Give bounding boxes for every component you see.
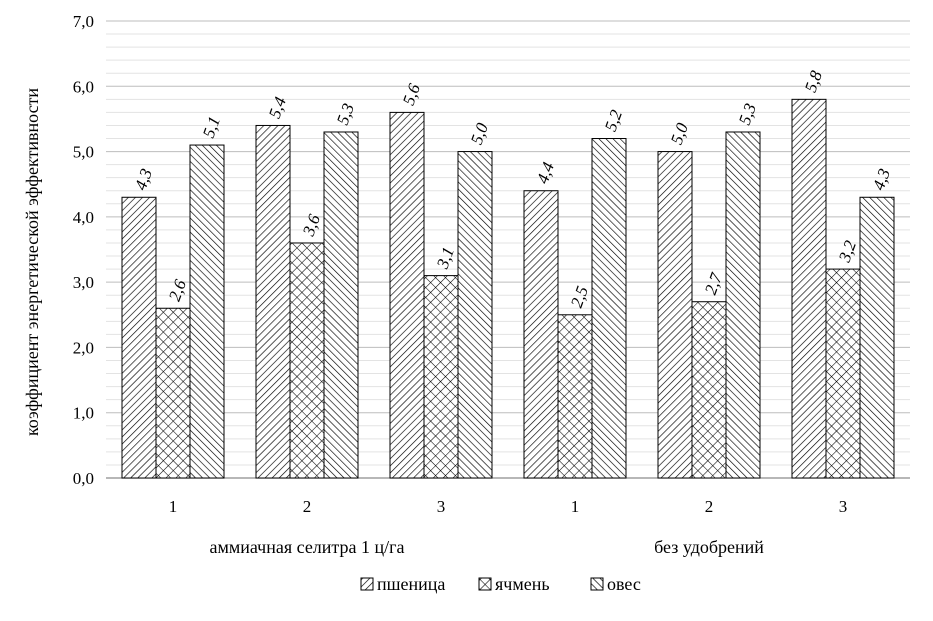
data-label: 5,6: [399, 81, 424, 108]
data-label: 5,1: [199, 114, 224, 140]
bar-crosshatch: [825, 268, 861, 479]
legend-label: ячмень: [495, 574, 550, 594]
legend: пшеница ячмень овес: [360, 574, 641, 594]
bar-crosshatch: [557, 314, 593, 479]
bar-diag-wide: [591, 138, 627, 479]
bar-crosshatch: [423, 275, 459, 479]
data-label: 4,3: [131, 166, 156, 192]
group-label: аммиачная селитра 1 ц/га: [209, 537, 404, 557]
bar-diag-wide: [725, 131, 761, 479]
bar-diag-wide: [859, 196, 895, 479]
data-label: 5,8: [801, 68, 826, 95]
data-label: 5,3: [735, 101, 760, 127]
legend-swatch-crosshatch: [478, 577, 492, 591]
axes: 0,0 1,0 2,0 3,0 4,0 5,0 6,0 7,0 1 2 3 1 2 3 аммиачная …: [73, 12, 910, 557]
data-label: 2,7: [701, 269, 727, 297]
data-label: 5,4: [265, 94, 290, 121]
data-label: 5,0: [667, 120, 692, 147]
y-tick-label: 2,0: [73, 338, 94, 357]
y-tick-label: 5,0: [73, 143, 94, 162]
bar-diag-dense: [121, 196, 157, 479]
bar-diag-wide: [189, 144, 225, 479]
data-label: 2,5: [567, 284, 592, 310]
data-label: 5,3: [333, 101, 358, 127]
data-label: 4,3: [869, 166, 894, 192]
bars: [121, 98, 895, 479]
data-label: 3,1: [433, 245, 458, 272]
bar-crosshatch: [155, 307, 191, 479]
x-tick-label: 2: [705, 497, 714, 516]
x-tick-label: 1: [169, 497, 178, 516]
y-tick-label: 6,0: [73, 77, 94, 96]
y-tick-label: 7,0: [73, 12, 94, 31]
bar-diag-dense: [791, 98, 827, 479]
y-axis-title: коэффициент энергетической эффективности: [22, 88, 42, 436]
x-tick-label: 3: [839, 497, 848, 516]
bar-crosshatch: [691, 301, 727, 479]
x-tick-label: 2: [303, 497, 312, 516]
legend-label: овес: [607, 574, 641, 594]
legend-swatch-diag-dense: [360, 577, 374, 591]
data-label: 2,6: [165, 277, 190, 304]
data-label: 4,4: [533, 159, 558, 186]
data-label: 3,2: [835, 238, 861, 266]
data-label: 5,2: [601, 107, 626, 134]
data-label: 5,0: [467, 120, 492, 147]
x-tick-label: 1: [571, 497, 580, 516]
x-tick-label: 3: [437, 497, 446, 516]
group-label: без удобрений: [654, 537, 764, 557]
bar-diag-wide: [457, 151, 493, 479]
bar-crosshatch: [289, 242, 325, 479]
bar-diag-dense: [255, 124, 291, 479]
legend-swatch-diag-wide: [590, 577, 604, 591]
bar-diag-dense: [389, 111, 425, 479]
gridlines: [106, 20, 910, 466]
y-tick-label: 4,0: [73, 208, 94, 227]
bar-diag-dense: [523, 190, 559, 479]
bar-diag-dense: [657, 151, 693, 479]
y-tick-label: 3,0: [73, 273, 94, 292]
y-tick-label: 1,0: [73, 404, 94, 423]
bar-diag-wide: [323, 131, 359, 479]
data-label: 3,6: [299, 211, 325, 239]
legend-label: пшеница: [377, 574, 445, 594]
y-tick-label: 0,0: [73, 469, 94, 488]
data-labels: 4,3 2,6 5,1 5,4 3,6 5,3 5,6 3,1 5,0 4,4 2,5 5,2 5,0 2…: [131, 68, 894, 310]
